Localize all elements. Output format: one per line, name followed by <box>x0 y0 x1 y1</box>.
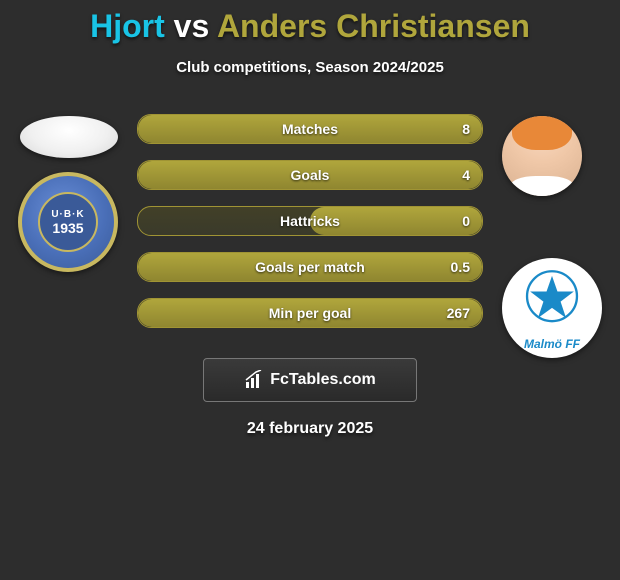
stat-label: Hattricks <box>280 213 340 229</box>
stat-value-right: 0.5 <box>451 259 470 275</box>
player2-name: Anders Christiansen <box>217 8 530 44</box>
stat-value-right: 4 <box>462 167 470 183</box>
club-left-inner: U·B·K 1935 <box>38 192 98 252</box>
subtitle: Club competitions, Season 2024/2025 <box>0 59 620 76</box>
stats-container: Matches 8 Goals 4 Hattricks 0 Goals per match 0… <box>137 114 483 328</box>
club-left-line1: U·B·K <box>51 209 84 220</box>
comparison-title: Hjort vs Anders Christiansen <box>0 0 620 45</box>
stat-row: Hattricks 0 <box>137 206 483 236</box>
stat-value-right: 267 <box>447 305 470 321</box>
stat-row: Matches 8 <box>137 114 483 144</box>
stat-label: Min per goal <box>269 305 351 321</box>
player2-club-badge: Malmö FF <box>502 258 602 358</box>
player1-name: Hjort <box>90 8 165 44</box>
stat-label: Matches <box>282 121 338 137</box>
brand-text: FcTables.com <box>270 371 376 389</box>
stat-label: Goals <box>291 167 330 183</box>
stat-row: Min per goal 267 <box>137 298 483 328</box>
stat-row: Goals per match 0.5 <box>137 252 483 282</box>
player1-club-badge: U·B·K 1935 <box>18 172 118 272</box>
brand-box[interactable]: FcTables.com <box>203 358 417 402</box>
stat-value-right: 0 <box>462 213 470 229</box>
stat-value-right: 8 <box>462 121 470 137</box>
stat-row: Goals 4 <box>137 160 483 190</box>
stat-label: Goals per match <box>255 259 365 275</box>
club-left-line2: 1935 <box>52 220 83 236</box>
player2-avatar <box>502 116 582 196</box>
chart-icon <box>244 370 264 390</box>
date-text: 24 february 2025 <box>0 420 620 438</box>
vs-text: vs <box>174 8 210 44</box>
player1-avatar <box>20 116 118 158</box>
malmo-star-icon <box>513 265 591 343</box>
club-right-text: Malmö FF <box>524 337 580 351</box>
